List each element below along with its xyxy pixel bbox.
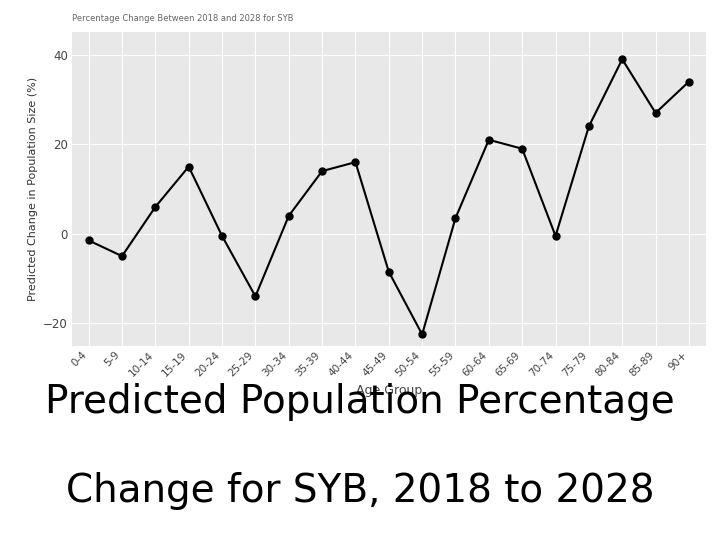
X-axis label: Age Group: Age Group [356, 384, 422, 397]
Text: Predicted Population Percentage: Predicted Population Percentage [45, 383, 675, 421]
Y-axis label: Predicted Change in Population Size (%): Predicted Change in Population Size (%) [27, 77, 37, 301]
Text: Change for SYB, 2018 to 2028: Change for SYB, 2018 to 2028 [66, 472, 654, 510]
Text: Percentage Change Between 2018 and 2028 for SYB: Percentage Change Between 2018 and 2028 … [72, 14, 294, 23]
